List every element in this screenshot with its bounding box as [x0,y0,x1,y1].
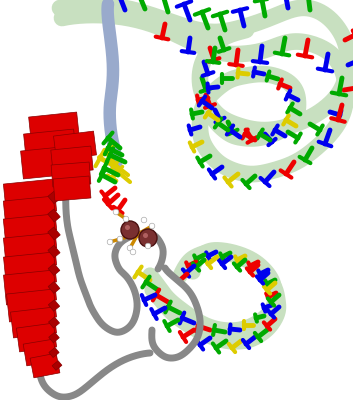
Circle shape [127,245,133,251]
Polygon shape [24,129,76,162]
Polygon shape [4,233,56,270]
Polygon shape [48,300,60,311]
Polygon shape [3,214,57,253]
Polygon shape [48,264,60,276]
Polygon shape [20,146,73,179]
Circle shape [145,243,151,249]
Circle shape [143,233,148,238]
Circle shape [125,225,130,230]
Polygon shape [11,307,56,338]
Polygon shape [48,209,60,222]
Polygon shape [4,252,56,287]
Polygon shape [29,112,79,143]
Polygon shape [54,131,96,160]
Polygon shape [52,361,62,370]
Polygon shape [48,317,60,328]
Polygon shape [51,162,91,187]
Circle shape [113,209,119,215]
Circle shape [141,217,147,223]
Polygon shape [48,227,60,240]
Polygon shape [48,282,60,294]
Circle shape [139,229,157,247]
Polygon shape [49,332,59,343]
Polygon shape [6,289,56,322]
Circle shape [107,239,113,245]
Circle shape [121,221,139,239]
Circle shape [117,236,123,242]
Polygon shape [53,176,91,201]
Circle shape [123,216,129,222]
Polygon shape [49,348,59,358]
Polygon shape [16,323,56,352]
Polygon shape [23,339,57,366]
Circle shape [149,223,155,229]
Polygon shape [51,146,93,174]
Polygon shape [4,179,56,216]
Polygon shape [48,191,60,204]
Polygon shape [4,270,56,305]
Polygon shape [30,353,60,378]
Polygon shape [3,196,57,235]
Circle shape [130,249,136,255]
Polygon shape [48,245,60,258]
